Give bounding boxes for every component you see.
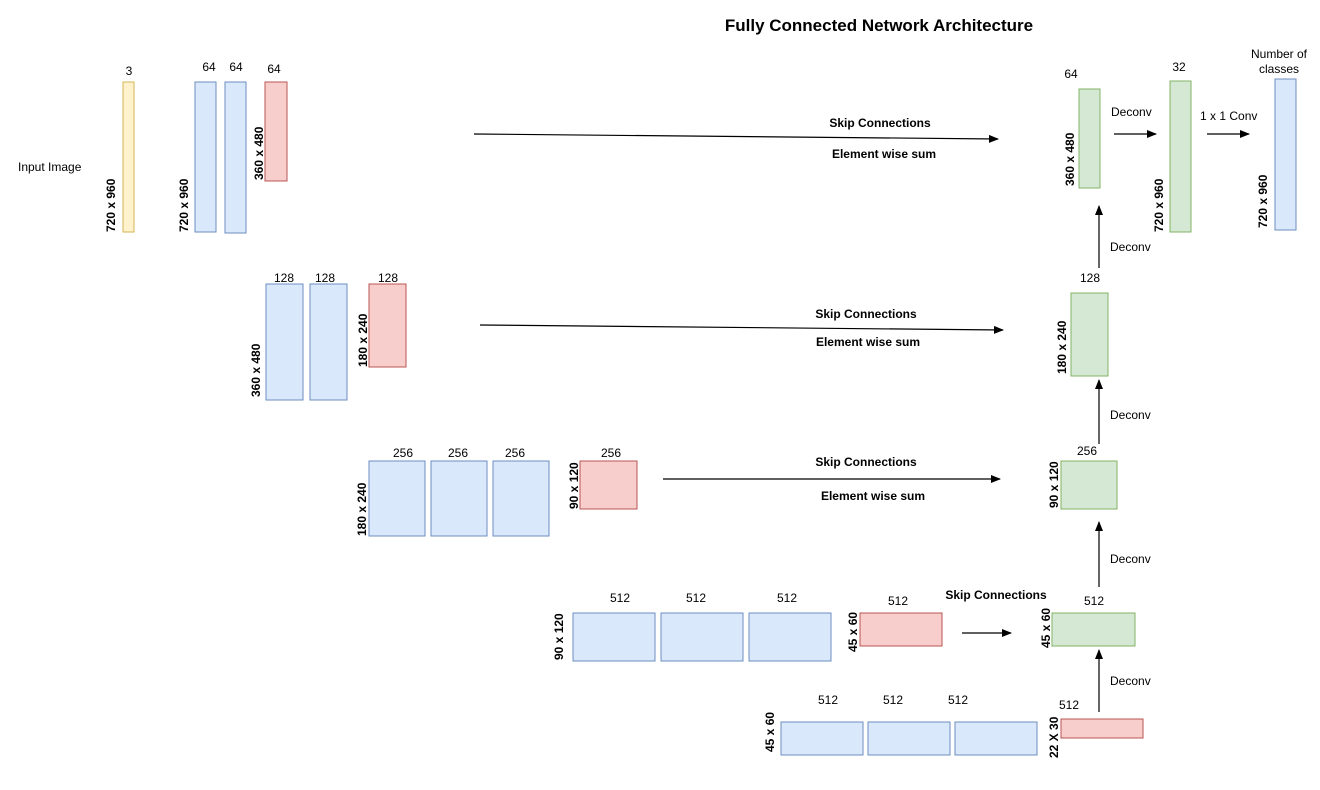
- deconv-label-5: Deconv: [1111, 105, 1152, 119]
- decoder-360x480-channels: 64: [1064, 67, 1078, 81]
- pool1-box: [264, 81, 288, 182]
- pool3-box: [579, 460, 638, 510]
- block1-size: 720 x 960: [177, 178, 191, 232]
- conv4-3-channels: 512: [777, 591, 797, 605]
- pool2-channels: 128: [378, 271, 398, 285]
- conv5-2-box: [867, 721, 951, 756]
- conv3-2-box: [430, 460, 488, 537]
- conv1-1-channels: 64: [202, 60, 216, 74]
- block2-size: 360 x 480: [249, 343, 263, 397]
- input-image-label: Input Image: [18, 160, 82, 174]
- block5-size: 45 x 60: [763, 712, 777, 752]
- conv1x1-label: 1 x 1 Conv: [1200, 109, 1257, 123]
- conv2-2-box: [309, 283, 348, 401]
- conv1-1-box: [194, 81, 217, 233]
- deconv-label-4: Deconv: [1110, 240, 1151, 254]
- sum-label-3: Element wise sum: [821, 489, 925, 503]
- conv3-3-channels: 256: [505, 446, 525, 460]
- conv5-2-channels: 512: [883, 693, 903, 707]
- decoder-720x960-box: [1169, 80, 1192, 233]
- output-channels-line1: Number of: [1251, 47, 1308, 61]
- conv4-1-channels: 512: [610, 591, 630, 605]
- deconv-label-3: Deconv: [1110, 408, 1151, 422]
- decoder-90x120-size: 90 x 120: [1047, 461, 1061, 508]
- decoder-180x240-box: [1070, 292, 1109, 377]
- decoder-45x60-channels: 512: [1084, 594, 1104, 608]
- skip-arrow-2: [479, 324, 1004, 334]
- conv1-2-channels: 64: [229, 60, 243, 74]
- block3-size: 180 x 240: [355, 482, 369, 536]
- conv3-1-channels: 256: [393, 446, 413, 460]
- skip-label-1: Skip Connections: [829, 116, 931, 130]
- pool1-channels: 64: [267, 62, 281, 76]
- pool4-size: 45 x 60: [846, 612, 860, 652]
- pool2-box: [368, 283, 407, 368]
- pool5-box: [1060, 718, 1144, 739]
- pool5-channels: 512: [1059, 698, 1079, 712]
- output-box: [1274, 78, 1297, 231]
- block4-size: 90 x 120: [552, 613, 566, 660]
- conv5-3-channels: 512: [948, 693, 968, 707]
- sum-label-1: Element wise sum: [832, 147, 936, 161]
- diagram-title: Fully Connected Network Architecture: [725, 16, 1033, 35]
- conv3-1-box: [368, 460, 426, 537]
- pool5-size: 22 X 30: [1047, 716, 1061, 758]
- conv4-1-box: [572, 612, 656, 662]
- decoder-720x960-size: 720 x 960: [1152, 178, 1166, 232]
- conv2-1-channels: 128: [274, 271, 294, 285]
- pool4-channels: 512: [888, 594, 908, 608]
- conv5-1-channels: 512: [818, 693, 838, 707]
- pool4-box: [859, 612, 943, 647]
- decoder-180x240-channels: 128: [1080, 271, 1100, 285]
- sum-label-2: Element wise sum: [816, 335, 920, 349]
- conv2-2-channels: 128: [315, 271, 335, 285]
- decoder-45x60-box: [1051, 612, 1136, 647]
- decoder-45x60-size: 45 x 60: [1039, 608, 1053, 648]
- decoder-90x120-box: [1060, 460, 1118, 510]
- decoder-180x240-size: 180 x 240: [1055, 320, 1069, 374]
- pool1-size: 360 x 480: [252, 126, 266, 180]
- conv4-3-box: [748, 612, 832, 662]
- conv3-2-channels: 256: [448, 446, 468, 460]
- output-size: 720 x 960: [1256, 174, 1270, 228]
- deconv-label-2: Deconv: [1110, 552, 1151, 566]
- skip-label-3: Skip Connections: [815, 455, 917, 469]
- input-size: 720 x 960: [104, 178, 118, 232]
- pool2-size: 180 x 240: [356, 313, 370, 367]
- input-layer-box: [122, 81, 135, 233]
- conv5-1-box: [780, 721, 864, 756]
- pool3-size: 90 x 120: [567, 462, 581, 509]
- skip-label-4: Skip Connections: [945, 588, 1047, 602]
- conv1-2-box: [224, 81, 247, 234]
- decoder-90x120-channels: 256: [1077, 444, 1097, 458]
- conv5-3-box: [954, 721, 1038, 756]
- decoder-360x480-box: [1078, 88, 1101, 189]
- pool3-channels: 256: [601, 446, 621, 460]
- decoder-360x480-size: 360 x 480: [1063, 132, 1077, 186]
- conv4-2-channels: 512: [686, 591, 706, 605]
- conv4-2-box: [660, 612, 744, 662]
- skip-arrow-1: [473, 133, 999, 143]
- output-channels-line2: classes: [1259, 62, 1299, 76]
- skip-label-2: Skip Connections: [815, 307, 917, 321]
- deconv-label-1: Deconv: [1110, 674, 1151, 688]
- decoder-720x960-channels: 32: [1172, 60, 1186, 74]
- conv3-3-box: [492, 460, 550, 537]
- input-channels: 3: [126, 64, 133, 78]
- conv2-1-box: [265, 283, 304, 401]
